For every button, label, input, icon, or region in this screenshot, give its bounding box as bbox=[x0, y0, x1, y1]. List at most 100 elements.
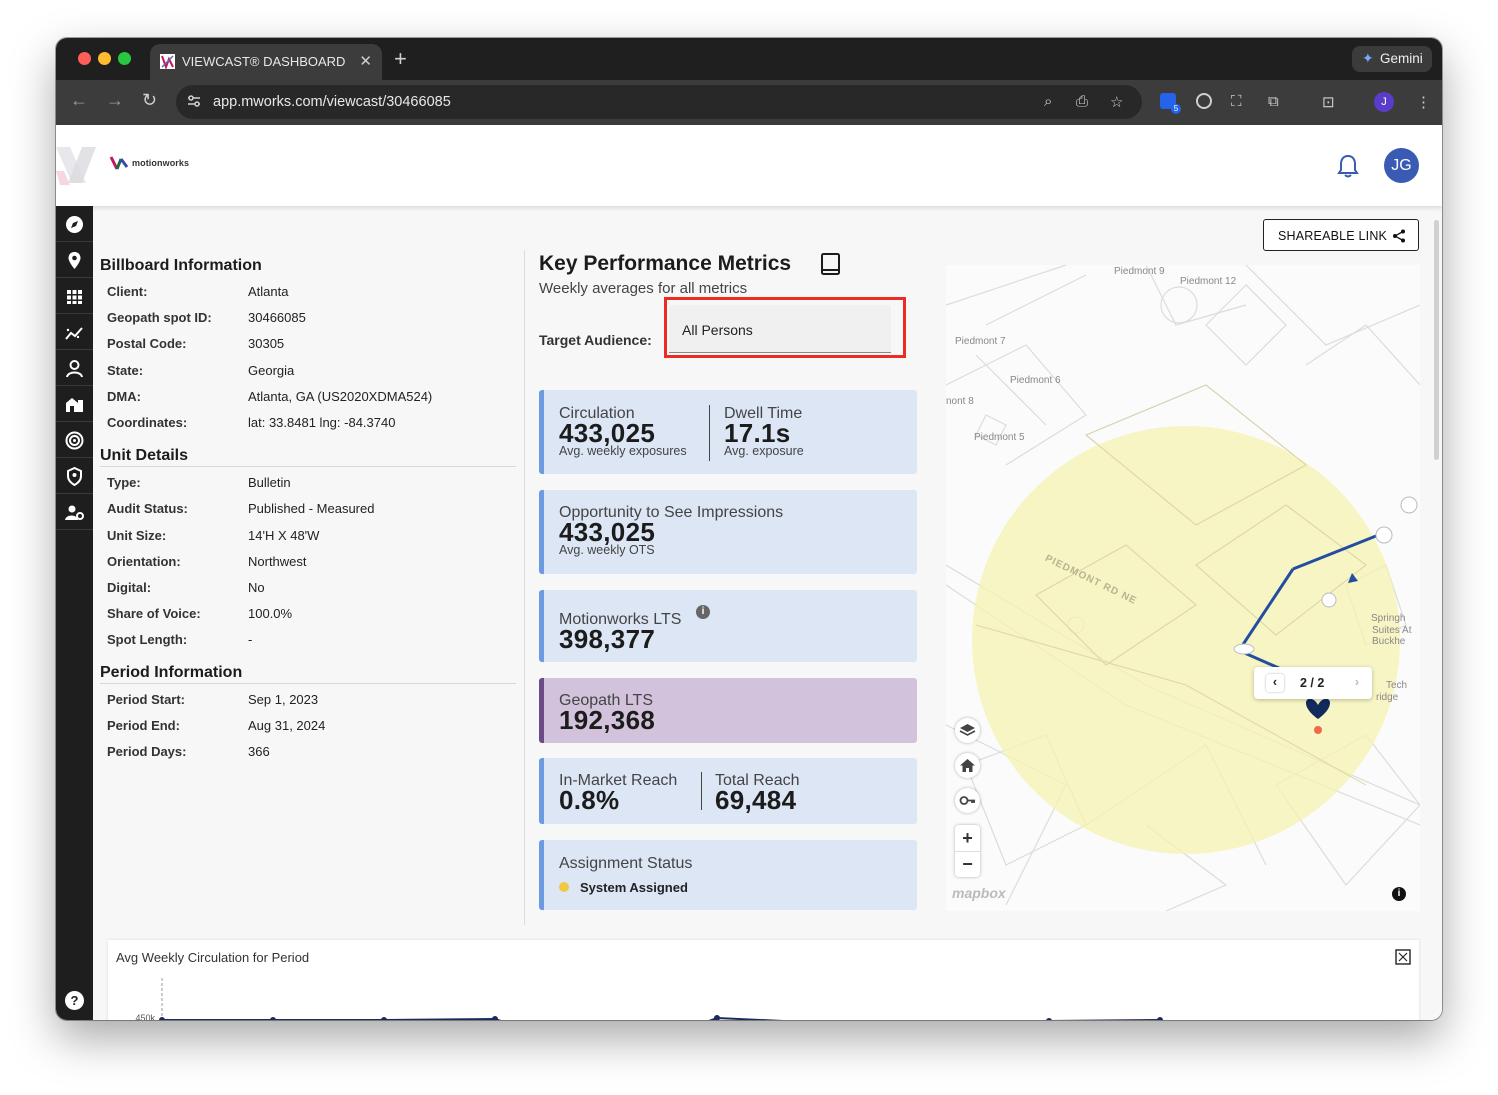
mw-lts-label: Motionworks LTS bbox=[559, 611, 682, 628]
row-value: Atlanta, GA (US2020XDMA524) bbox=[248, 389, 433, 404]
page-scrollbar[interactable] bbox=[1434, 220, 1439, 460]
row-value: Aug 31, 2024 bbox=[248, 718, 326, 733]
profile-avatar[interactable]: J bbox=[1374, 92, 1394, 112]
gemini-button[interactable]: ✦ Gemini bbox=[1352, 46, 1432, 72]
row-key: DMA: bbox=[107, 389, 141, 404]
extensions-puzzle-icon[interactable]: ⧉ bbox=[1268, 93, 1279, 110]
map-label: ridge bbox=[1376, 692, 1399, 703]
in-market-reach-value: 0.8% bbox=[559, 785, 620, 815]
ots-label: Opportunity to See Impressions bbox=[559, 504, 784, 521]
trend-icon bbox=[65, 327, 83, 340]
row-key: Period Start: bbox=[107, 692, 186, 707]
map-label: Piedmont 6 bbox=[1010, 375, 1061, 386]
page-content: motionworks JG bbox=[56, 125, 1442, 1020]
screenshot-icon[interactable]: ⛶ bbox=[1231, 93, 1242, 110]
site-settings-icon[interactable] bbox=[186, 93, 202, 109]
book-icon[interactable] bbox=[820, 252, 842, 276]
map-label: Piedmont 7 bbox=[955, 336, 1006, 347]
home-button[interactable] bbox=[955, 753, 980, 778]
zoom-in-button[interactable]: + bbox=[962, 828, 973, 848]
sidenav-item-security[interactable] bbox=[56, 458, 93, 494]
data-point[interactable] bbox=[159, 1017, 165, 1020]
layers-button[interactable] bbox=[955, 718, 980, 743]
address-bar[interactable]: app.mworks.com/viewcast/30466085 ⌕ ⎙ ☆ bbox=[176, 85, 1142, 119]
user-avatar[interactable]: JG bbox=[1384, 148, 1419, 183]
pager-prev-button[interactable]: ‹ bbox=[1266, 674, 1284, 692]
popup-pager: ‹ 2 / 2 › bbox=[1254, 667, 1372, 699]
location-pin-icon bbox=[68, 252, 81, 269]
maximize-window-button[interactable] bbox=[118, 52, 131, 65]
buildings-icon bbox=[66, 398, 83, 412]
target-audience-value: All Persons bbox=[682, 322, 753, 338]
expand-icon[interactable] bbox=[1395, 949, 1411, 965]
more-menu-icon[interactable]: ⋮ bbox=[1416, 94, 1431, 111]
extension-shield-icon[interactable]: 5 bbox=[1160, 93, 1181, 114]
user-settings-icon bbox=[65, 505, 84, 520]
layers-icon bbox=[959, 724, 976, 736]
data-point[interactable] bbox=[714, 1015, 720, 1020]
unit-details-title: Unit Details bbox=[100, 447, 189, 464]
motionworks-large-logo-icon bbox=[56, 147, 96, 185]
period-info-title: Period Information bbox=[100, 664, 243, 681]
sidenav-item-admin[interactable] bbox=[56, 494, 93, 530]
sidenav-item-targets[interactable] bbox=[56, 422, 93, 458]
data-point[interactable] bbox=[1157, 1017, 1163, 1020]
ots-sub: Avg. weekly OTS bbox=[559, 543, 655, 557]
map-view[interactable]: Piedmont 9 Piedmont 12 Piedmont 7 Piedmo… bbox=[946, 265, 1420, 911]
sidenav-item-markets[interactable] bbox=[56, 386, 93, 422]
ots-card: Opportunity to See Impressions 433,025 A… bbox=[539, 490, 917, 574]
legend-key-button[interactable] bbox=[955, 788, 980, 813]
map-label: Piedmont 5 bbox=[974, 432, 1025, 443]
row-value: 100.0% bbox=[248, 606, 293, 621]
bookmark-star-icon[interactable]: ☆ bbox=[1110, 94, 1124, 111]
viewcast-favicon-icon bbox=[160, 54, 175, 69]
series-line bbox=[162, 1016, 1164, 1020]
assignment-value: System Assigned bbox=[580, 880, 688, 895]
close-window-button[interactable] bbox=[78, 52, 91, 65]
map-canvas bbox=[946, 265, 1420, 911]
sidenav-item-audience[interactable] bbox=[56, 350, 93, 386]
new-tab-button[interactable]: + bbox=[394, 46, 407, 71]
data-point[interactable] bbox=[492, 1016, 498, 1020]
reading-mode-icon[interactable]: ⊡ bbox=[1322, 94, 1335, 111]
row-value: 30466085 bbox=[248, 310, 306, 325]
data-point[interactable] bbox=[381, 1017, 387, 1020]
zoom-icon[interactable]: ⌕ bbox=[1044, 93, 1053, 110]
grammarly-icon[interactable] bbox=[1196, 93, 1212, 109]
shareable-link-button[interactable]: SHAREABLE LINK bbox=[1263, 219, 1419, 251]
row-key: Spot Length: bbox=[107, 632, 188, 647]
map-label: Piedmont 9 bbox=[1114, 266, 1165, 277]
install-app-icon[interactable]: ⎙ bbox=[1076, 93, 1089, 110]
sidenav-item-inventory[interactable] bbox=[56, 278, 93, 314]
total-reach-value: 69,484 bbox=[715, 785, 797, 815]
reload-icon[interactable]: ↻ bbox=[142, 90, 158, 110]
sidenav-item-explore[interactable] bbox=[56, 206, 93, 242]
map-info-icon[interactable]: i bbox=[1392, 887, 1406, 901]
sidenav-item-locations[interactable] bbox=[56, 242, 93, 278]
gemini-sparkle-icon: ✦ bbox=[1362, 50, 1374, 66]
help-icon[interactable]: ? bbox=[65, 991, 84, 1010]
browser-toolbar: ← → ↻ app.mworks.com/viewcast/30466085 ⌕… bbox=[56, 80, 1442, 125]
zoom-out-button[interactable]: − bbox=[955, 851, 980, 877]
back-arrow-icon[interactable]: ← bbox=[70, 90, 88, 110]
circulation-chart-panel: Avg Weekly Circulation for Period 450k bbox=[108, 940, 1419, 1020]
forward-arrow-icon[interactable]: → bbox=[106, 90, 124, 110]
kpm-subtitle: Weekly averages for all metrics bbox=[539, 280, 748, 297]
data-point[interactable] bbox=[270, 1017, 276, 1020]
sidenav-item-analytics[interactable] bbox=[56, 314, 93, 350]
mapbox-attribution[interactable]: mapbox bbox=[952, 885, 1006, 901]
map-label: Springh bbox=[1371, 613, 1406, 624]
row-key: Client: bbox=[107, 284, 148, 299]
row-key: Coordinates: bbox=[107, 415, 188, 430]
close-tab-icon[interactable]: ✕ bbox=[359, 53, 372, 70]
row-key: Postal Code: bbox=[107, 336, 187, 351]
notifications-bell-icon[interactable] bbox=[1336, 153, 1360, 179]
geopath-lts-card: Geopath LTS 192,368 bbox=[539, 678, 917, 743]
target-audience-select[interactable]: All Persons bbox=[669, 305, 891, 353]
minimize-window-button[interactable] bbox=[98, 52, 111, 65]
browser-tab[interactable]: VIEWCAST® DASHBOARD :: M ✕ bbox=[150, 44, 382, 80]
pager-next-button[interactable]: › bbox=[1354, 675, 1360, 689]
info-icon[interactable]: i bbox=[696, 605, 710, 619]
data-point[interactable] bbox=[1046, 1018, 1052, 1020]
row-key: Audit Status: bbox=[107, 501, 188, 516]
